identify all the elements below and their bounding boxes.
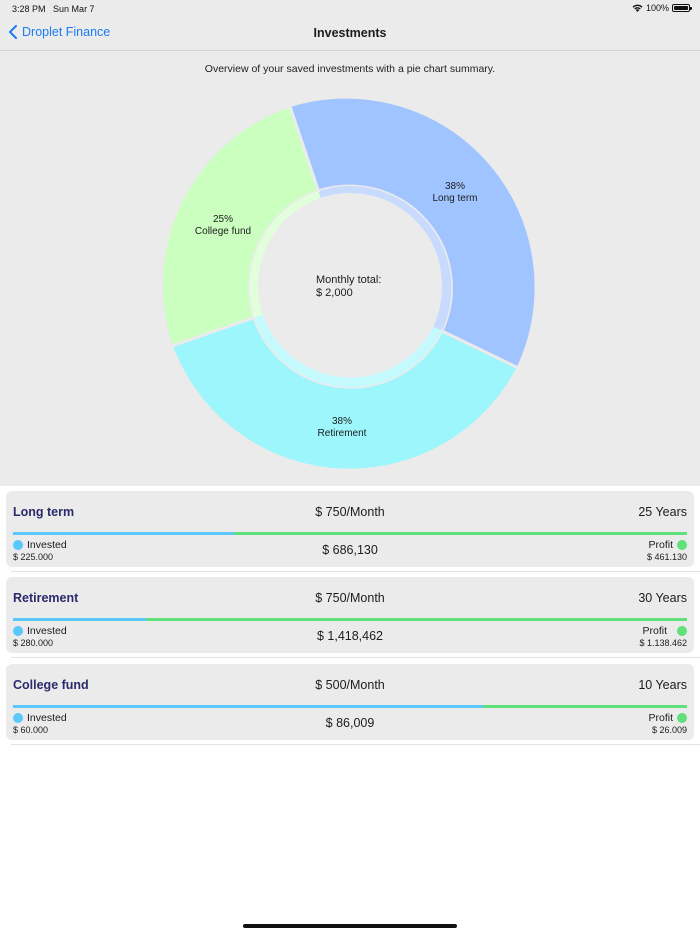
investment-card-long-term[interactable]: Long term $ 750/Month 25 Years Invested … [6,491,694,567]
slice-retirement[interactable] [169,314,521,472]
label-long-term: Long term [432,193,477,204]
label-retirement: Retirement [318,428,367,439]
status-bar: 3:28 PM Sun Mar 7 100% [0,0,700,18]
navigation-bar: Droplet Finance Investments [0,18,700,51]
monthly-amount: $ 500/Month [315,678,385,692]
profit-dot-icon [677,540,687,550]
label-retirement-pct: 38% [332,416,352,427]
total-value: $ 86,009 [325,716,375,730]
battery-icon [672,4,692,12]
profit-legend: Profit [648,539,687,551]
invested-dot-icon [13,540,23,550]
status-right: 100% [632,3,692,13]
row-divider [11,571,700,572]
chart-section: 3:28 PM Sun Mar 7 100% Droplet Finance I… [0,0,700,486]
duration: 30 Years [638,591,687,605]
investment-name: Retirement [13,591,79,605]
profit-value: $ 1.138.462 [639,638,687,648]
label-long-term-pct: 38% [445,181,465,192]
monthly-amount: $ 750/Month [315,591,385,605]
invested-legend: Invested [13,712,67,724]
donut-chart: 38% Long term 25% College fund 38% Retir… [160,95,538,472]
page-subtitle: Overview of your saved investments with … [204,63,496,75]
profit-dot-icon [677,626,687,636]
duration: 10 Years [638,678,687,692]
profit-value: $ 26.009 [651,725,687,735]
chevron-left-icon [9,25,17,39]
center-label: Monthly total: [316,274,381,286]
invested-value: $ 280.000 [13,638,54,648]
label-college: College fund [195,226,251,237]
status-time: 3:28 PM Sun Mar 7 [12,4,95,14]
investment-name: Long term [13,505,75,519]
investment-name: College fund [13,678,89,692]
home-indicator[interactable] [243,924,457,928]
monthly-amount: $ 750/Month [315,505,385,519]
profit-dot-icon [677,713,687,723]
invested-legend: Invested [13,539,67,551]
invested-dot-icon [13,713,23,723]
back-button[interactable]: Droplet Finance [8,25,110,39]
investment-card-college-fund[interactable]: College fund $ 500/Month 10 Years Invest… [6,664,694,740]
slice-long-term[interactable] [287,95,538,370]
back-label: Droplet Finance [22,25,111,39]
invested-dot-icon [13,626,23,636]
row-divider [11,657,700,658]
profit-value: $ 461.130 [646,552,687,562]
invested-value: $ 225.000 [13,552,54,562]
center-value: $ 2,000 [316,287,353,299]
progress-bar [13,532,687,535]
progress-bar [13,618,687,621]
investment-card-retirement[interactable]: Retirement $ 750/Month 30 Years Invested… [6,577,694,653]
total-value: $ 686,130 [322,543,378,557]
wifi-icon [632,4,643,12]
progress-bar [13,705,687,708]
total-value: $ 1,418,462 [316,629,384,643]
page-title: Investments [313,26,387,40]
label-college-pct: 25% [213,214,233,225]
duration: 25 Years [638,505,687,519]
invested-value: $ 60.000 [13,725,49,735]
invested-legend: Invested [13,625,67,637]
profit-legend: Profit [648,712,687,724]
row-divider [11,744,700,745]
battery-percent: 100% [645,3,669,13]
profit-legend: Profit [642,625,687,637]
